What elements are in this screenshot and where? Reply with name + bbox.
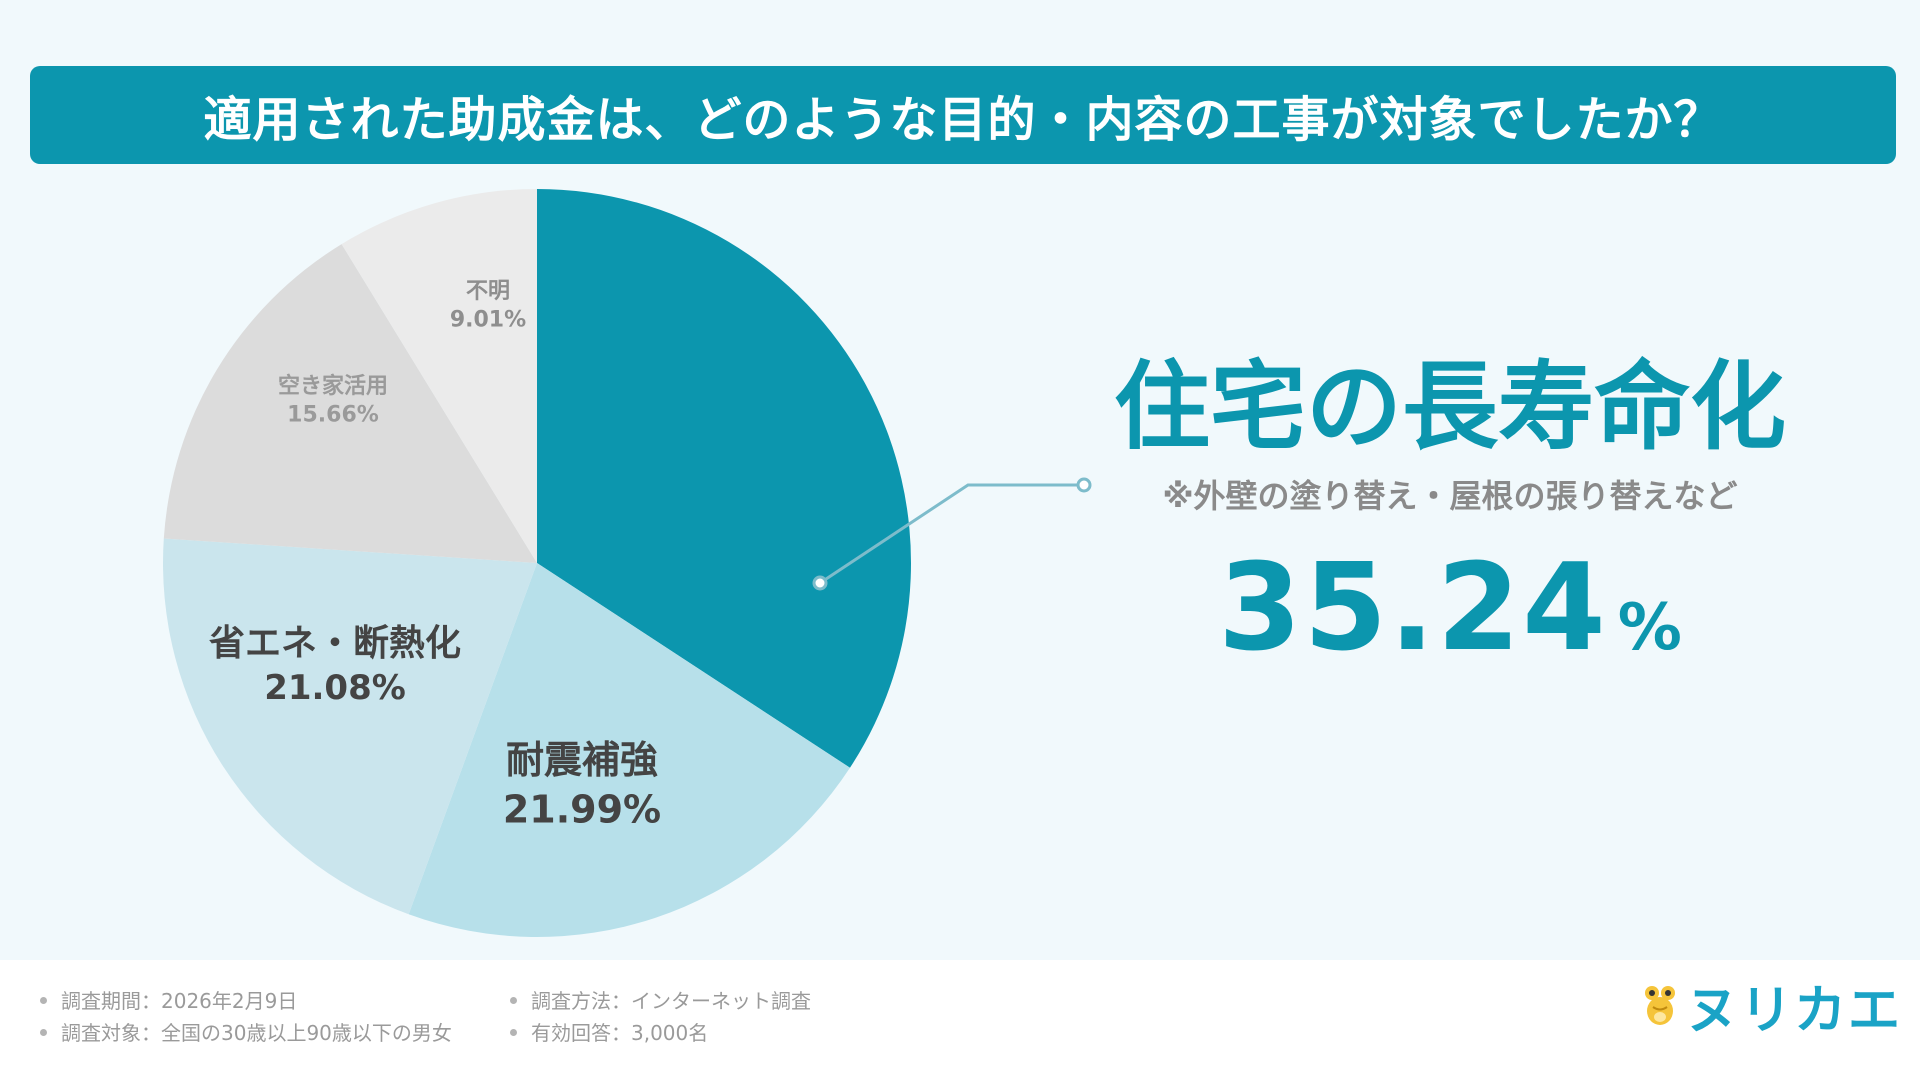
survey-target: 調査対象：全国の30歳以上90歳以下の男女	[40, 1017, 452, 1046]
survey-responses: 有効回答：3,000名	[510, 1017, 708, 1046]
frog-mascot-icon	[1645, 986, 1675, 1025]
title-banner: 適用された助成金は、どのような目的・内容の工事が対象でしたか？	[30, 66, 1896, 164]
slice-value-label: 21.08%	[264, 668, 406, 708]
brand-logo[interactable]: ヌリカエ	[1640, 975, 1902, 1041]
bullet-icon	[510, 997, 517, 1004]
bullet-icon	[40, 997, 47, 1004]
highlight-callout: 住宅の長寿命化 ※外壁の塗り替え・屋根の張り替えなど 35.24%	[1100, 351, 1800, 678]
survey-target-text: 調査対象：全国の30歳以上90歳以下の男女	[61, 1021, 452, 1045]
logo-text: ヌリカエ	[1686, 980, 1903, 1041]
highlight-name: 住宅の長寿命化	[1114, 351, 1786, 463]
survey-responses-text: 有効回答：3,000名	[531, 1021, 709, 1045]
highlight-unit: %	[1617, 590, 1682, 665]
slice-label: 省エネ・断熱化	[209, 623, 461, 664]
highlight-note: ※外壁の塗り替え・屋根の張り替えなど	[1162, 476, 1738, 515]
highlight-value: 35.24%	[1100, 539, 1800, 678]
survey-period-text: 調査期間：2026年2月9日	[61, 989, 298, 1013]
survey-method-text: 調査方法：インターネット調査	[531, 989, 811, 1013]
slice-seismic	[408, 563, 850, 937]
survey-period: 調査期間：2026年2月9日	[40, 985, 297, 1014]
slice-vacant	[163, 244, 537, 563]
slice-value-label: 9.01%	[450, 308, 526, 333]
slice-energy	[163, 538, 537, 915]
bullet-icon	[40, 1029, 47, 1036]
chart-title: 適用された助成金は、どのような目的・内容の工事が対象でしたか？	[203, 92, 1723, 148]
slice-value-label: 21.99%	[503, 787, 661, 831]
slice-label: 空き家活用	[278, 373, 388, 399]
slice-long-life	[537, 189, 912, 768]
slice-label: 不明	[466, 279, 510, 304]
slice-value-label: 15.66%	[287, 403, 379, 428]
survey-info: 調査期間：2026年2月9日 調査対象：全国の30歳以上90歳以下の男女 調査方…	[40, 985, 1440, 1055]
bullet-icon	[510, 1029, 517, 1036]
leader-line	[812, 477, 1092, 591]
slice-label: 耐震補強	[506, 738, 658, 782]
survey-method: 調査方法：インターネット調査	[510, 985, 811, 1014]
highlight-number: 35.24	[1218, 538, 1608, 678]
slice-unknown	[341, 189, 537, 563]
